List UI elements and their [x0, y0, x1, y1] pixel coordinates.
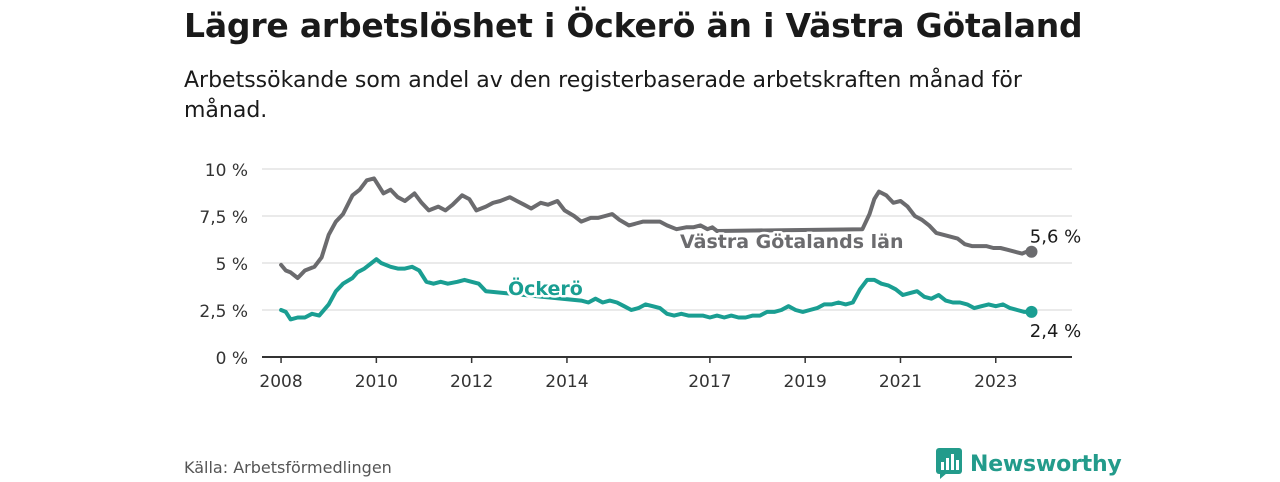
y-tick-label: 10 %	[205, 161, 248, 181]
y-tick-label: 0 %	[216, 349, 248, 369]
y-tick-label: 7,5 %	[199, 208, 248, 228]
x-tick-label: 2014	[545, 372, 588, 392]
chart-subtitle: Arbetssökande som andel av den registerb…	[184, 68, 1022, 123]
newsworthy-logo: Newsworthy	[936, 446, 1122, 482]
x-tick-label: 2019	[784, 372, 827, 392]
end-point	[1025, 305, 1038, 318]
x-tick-label: 2017	[688, 372, 731, 392]
source-credit: Källa: Arbetsförmedlingen	[184, 458, 392, 477]
end-point	[1025, 245, 1038, 258]
y-tick-label: 5 %	[216, 255, 248, 275]
x-tick-label: 2008	[259, 372, 302, 392]
newsworthy-icon	[936, 448, 962, 479]
end-value-label-vastra-gotaland: 5,6 %	[1030, 227, 1081, 248]
vastra-gotaland-line	[279, 176, 1034, 280]
x-tick-label: 2012	[450, 372, 493, 392]
x-tick-label: 2021	[879, 372, 922, 392]
ockero-line	[279, 257, 1034, 322]
x-tick-label: 2023	[974, 372, 1017, 392]
series-label-vastra-gotaland: Västra Götalands län	[680, 231, 903, 253]
brand-name: Newsworthy	[970, 451, 1122, 477]
chart-title: Lägre arbetslöshet i Öckerö än i Västra …	[184, 6, 1083, 45]
y-tick-label: 2,5 %	[199, 302, 248, 322]
series-label-ockero: Öckerö	[508, 276, 583, 300]
end-value-label-ockero: 2,4 %	[1030, 321, 1081, 342]
x-tick-label: 2010	[355, 372, 398, 392]
